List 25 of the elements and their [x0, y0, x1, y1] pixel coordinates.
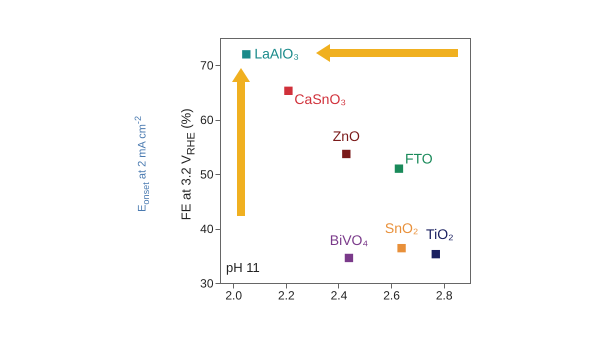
y-tick-label: 70: [200, 58, 214, 73]
series-label: BiVO₄: [330, 232, 368, 248]
x-tick-label: 2.8: [436, 288, 453, 302]
point: [344, 254, 354, 262]
x-tick-label: 2.6: [383, 288, 400, 302]
series-label: FTO: [404, 150, 433, 167]
y-tick-label: 40: [200, 222, 214, 236]
series-label: TiO₂: [426, 226, 454, 242]
series-label: LaAlO₃: [254, 45, 299, 62]
y-tick-label: 60: [200, 113, 214, 128]
point: [284, 86, 293, 95]
series-label: ZnO: [332, 128, 360, 144]
series-label: CaSnO₃: [294, 90, 346, 107]
y-tick-label: 50: [200, 168, 214, 182]
x-tick-label: 2.4: [330, 288, 348, 302]
point: [394, 164, 404, 173]
annotation: pH 11: [226, 260, 260, 275]
series-label: SnO₂: [384, 220, 418, 236]
point: [432, 250, 440, 258]
point: [397, 244, 406, 252]
point: [342, 150, 350, 158]
x-tick-label: 2.0: [225, 288, 242, 302]
y-tick-label: 30: [200, 276, 214, 290]
x-tick-label: 2.2: [278, 288, 295, 302]
point: [242, 50, 250, 59]
